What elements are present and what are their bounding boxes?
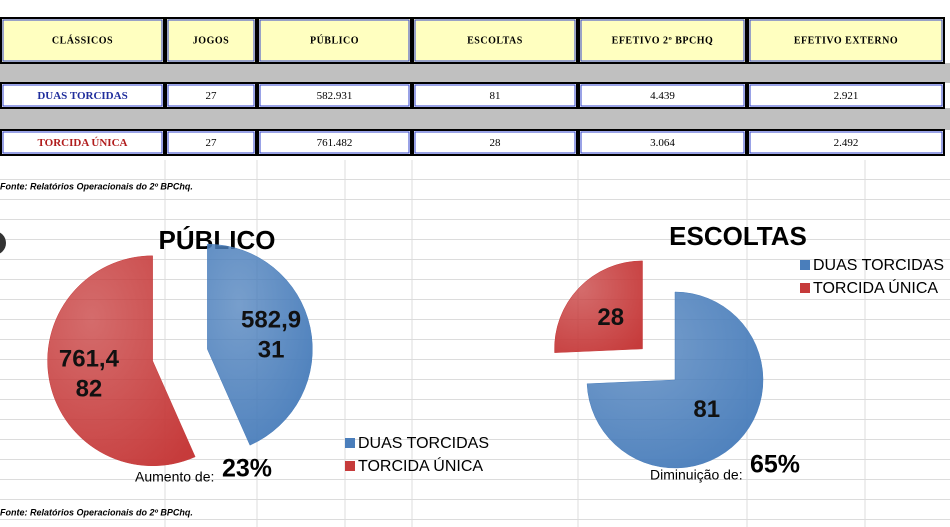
cell-inner (259, 19, 410, 62)
cell-inner (580, 84, 745, 107)
legend-label: DUAS TORCIDAS (358, 435, 489, 452)
cell (257, 17, 412, 64)
cell-inner (2, 131, 163, 154)
cell-inner (749, 19, 943, 62)
cell (257, 129, 412, 156)
source-note: Fonte: Relatórios Operacionais do 2º BPC… (0, 181, 193, 191)
annotation-value: 65% (750, 451, 800, 479)
cell (257, 82, 412, 109)
cell-inner (580, 131, 745, 154)
cell-inner (414, 84, 576, 107)
legend-label: TORCIDA ÚNICA (813, 278, 938, 297)
pie-slice (586, 291, 764, 469)
cell (578, 82, 747, 109)
cell (412, 129, 578, 156)
annotation: Aumento de: (135, 469, 214, 485)
cell (165, 82, 257, 109)
cell-inner (414, 19, 576, 62)
cell (165, 129, 257, 156)
table-header: JOGOS (193, 35, 229, 46)
row-label: DUAS TORCIDAS (37, 90, 127, 102)
cell (747, 129, 945, 156)
data-label: 761,4 82 (59, 346, 120, 403)
table-band (0, 63, 950, 83)
cell (578, 129, 747, 156)
cell-inner (2, 19, 163, 62)
cell-inner (167, 131, 255, 154)
legend-swatch (345, 461, 355, 471)
cell-inner (259, 131, 410, 154)
cell (165, 17, 257, 64)
table-cell: 2.921 (834, 90, 859, 102)
cell-inner (2, 84, 163, 107)
table-cell: 3.064 (650, 137, 675, 149)
cell-inner (580, 19, 745, 62)
legend-label: TORCIDA ÚNICA (358, 456, 483, 475)
cell-inner (167, 19, 255, 62)
table-header: PÚBLICO (310, 34, 359, 46)
row-label: TORCIDA ÚNICA (38, 137, 128, 149)
cell-inner (414, 131, 576, 154)
cell-inner (259, 84, 410, 107)
cell-inner (749, 84, 943, 107)
table-header: CLÁSSICOS (52, 34, 113, 46)
legend-swatch (345, 438, 355, 448)
data-label-line: 761,4 (59, 346, 120, 373)
scroll-handle (0, 232, 6, 254)
cell (412, 17, 578, 64)
table-band (0, 108, 950, 130)
cell (747, 82, 945, 109)
source-note: Fonte: Relatórios Operacionais do 2º BPC… (0, 507, 193, 517)
annotation: Diminuição de: (650, 467, 743, 483)
table-cell: 4.439 (650, 90, 675, 102)
cell (0, 129, 165, 156)
data-label-line: 582,9 (241, 307, 301, 334)
cell (0, 82, 165, 109)
legend-swatch (800, 283, 810, 293)
table-header: EFETIVO 2º BPCHQ (612, 35, 714, 46)
cell-inner (167, 84, 255, 107)
table-cell: 27 (206, 90, 218, 102)
table-header: EFETIVO EXTERNO (794, 35, 898, 46)
table-cell: 582.931 (317, 90, 353, 102)
annotation-value: 23% (222, 455, 272, 483)
cell (747, 17, 945, 64)
data-label: 81 (693, 396, 720, 423)
chart-title: ESCOLTAS (669, 221, 807, 251)
data-label-line: 31 (258, 337, 285, 364)
cell (578, 17, 747, 64)
pie-slice (207, 243, 313, 446)
table-cell: 761.482 (317, 137, 353, 149)
legend-swatch (800, 260, 810, 270)
legend-label: DUAS TORCIDAS (813, 257, 944, 274)
table-cell: 81 (490, 90, 501, 102)
data-label-line: 82 (76, 376, 103, 403)
pie-slice (47, 255, 196, 467)
pie-slice (554, 260, 643, 353)
table-cell: 2.492 (834, 137, 859, 149)
cell (412, 82, 578, 109)
table-header: ESCOLTAS (467, 35, 523, 46)
data-label: 582,9 31 (241, 307, 301, 364)
cell (0, 17, 165, 64)
table-cell: 28 (490, 137, 502, 149)
cell-inner (749, 131, 943, 154)
data-label: 28 (597, 304, 624, 331)
table-cell: 27 (206, 137, 218, 149)
